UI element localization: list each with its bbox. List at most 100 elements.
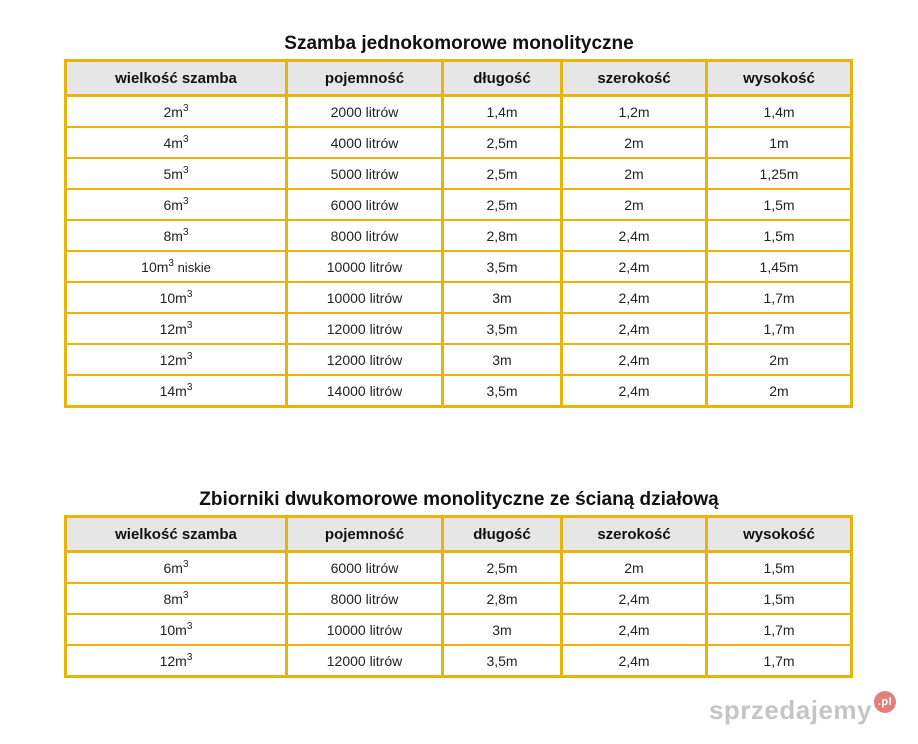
- width-cell: 1,2m: [560, 94, 708, 128]
- table-row: 4m3 4000 litrów 2,5m 2m 1m: [64, 126, 853, 159]
- size-value: 6m: [163, 559, 183, 576]
- size-cell: 6m3: [64, 550, 288, 584]
- size-cell: 8m3: [64, 219, 288, 252]
- length-cell: 2,8m: [441, 582, 563, 615]
- size-value: 14m: [159, 382, 187, 399]
- length-cell: 3,5m: [441, 312, 563, 345]
- capacity-cell: 10000 litrów: [285, 250, 444, 283]
- length-cell: 3,5m: [441, 644, 563, 678]
- length-cell: 1,4m: [441, 94, 563, 128]
- cubic-exponent: 3: [182, 133, 189, 145]
- height-cell: 1,5m: [705, 550, 853, 584]
- width-cell: 2,4m: [560, 250, 708, 283]
- capacity-cell: 5000 litrów: [285, 157, 444, 190]
- table-row: 5m3 5000 litrów 2,5m 2m 1,25m: [64, 157, 853, 190]
- length-cell: 3,5m: [441, 250, 563, 283]
- sprzedajemy-watermark-logo: sprzedajemy .pl: [709, 691, 896, 726]
- length-cell: 3m: [441, 281, 563, 314]
- size-cell: 14m3: [64, 374, 288, 408]
- capacity-cell: 8000 litrów: [285, 582, 444, 615]
- size-cell: 2m3: [64, 94, 288, 128]
- cubic-exponent: 3: [186, 381, 193, 393]
- watermark-badge: .pl: [874, 691, 896, 713]
- cubic-exponent: 3: [186, 651, 193, 663]
- column-header: wysokość: [705, 59, 853, 97]
- cubic-exponent: 3: [186, 288, 193, 300]
- length-cell: 2,5m: [441, 126, 563, 159]
- height-cell: 1,7m: [705, 312, 853, 345]
- cubic-exponent: 3: [182, 164, 189, 176]
- capacity-cell: 2000 litrów: [285, 94, 444, 128]
- capacity-cell: 10000 litrów: [285, 281, 444, 314]
- table-row: 6m3 6000 litrów 2,5m 2m 1,5m: [64, 188, 853, 221]
- width-cell: 2,4m: [560, 219, 708, 252]
- width-cell: 2,4m: [560, 281, 708, 314]
- height-cell: 1,7m: [705, 613, 853, 646]
- size-cell: 6m3: [64, 188, 288, 221]
- column-header: wielkość szamba: [64, 515, 288, 553]
- height-cell: 1,45m: [705, 250, 853, 283]
- height-cell: 1,5m: [705, 219, 853, 252]
- column-header: szerokość: [560, 515, 708, 553]
- height-cell: 1,7m: [705, 281, 853, 314]
- table1-title: Szamba jednokomorowe monolityczne: [284, 33, 634, 54]
- cubic-exponent: 3: [182, 558, 189, 570]
- height-cell: 1,25m: [705, 157, 853, 190]
- length-cell: 3,5m: [441, 374, 563, 408]
- table-row: 12m3 12000 litrów 3,5m 2,4m 1,7m: [64, 312, 853, 345]
- column-header: pojemność: [285, 59, 444, 97]
- table-header-row: wielkość szamba pojemność długość szerokość…: [64, 59, 853, 97]
- capacity-cell: 12000 litrów: [285, 644, 444, 678]
- table-row: 10m3 10000 litrów 3m 2,4m 1,7m: [64, 613, 853, 646]
- height-cell: 2m: [705, 343, 853, 376]
- width-cell: 2,4m: [560, 374, 708, 408]
- capacity-cell: 4000 litrów: [285, 126, 444, 159]
- cubic-exponent: 3: [168, 257, 174, 269]
- size-note: niskie: [173, 259, 211, 275]
- table-row: 10m3 10000 litrów 3m 2,4m 1,7m: [64, 281, 853, 314]
- table-row: 14m3 14000 litrów 3,5m 2,4m 2m: [64, 374, 853, 408]
- table-row: 12m3 12000 litrów 3,5m 2,4m 1,7m: [64, 644, 853, 678]
- cubic-exponent: 3: [182, 195, 189, 207]
- size-value: 4m: [163, 134, 183, 151]
- table-row: 8m3 8000 litrów 2,8m 2,4m 1,5m: [64, 219, 853, 252]
- table-row: 6m3 6000 litrów 2,5m 2m 1,5m: [64, 550, 853, 584]
- width-cell: 2m: [560, 188, 708, 221]
- size-cell: 12m3: [64, 312, 288, 345]
- column-header: długość: [441, 59, 563, 97]
- table-row: 10m3 niskie 10000 litrów 3,5m 2,4m 1,45m: [64, 250, 853, 283]
- size-value: 10m: [141, 258, 169, 275]
- column-header: wielkość szamba: [64, 59, 288, 97]
- capacity-cell: 14000 litrów: [285, 374, 444, 408]
- width-cell: 2,4m: [560, 582, 708, 615]
- height-cell: 2m: [705, 374, 853, 408]
- cubic-exponent: 3: [182, 589, 189, 601]
- width-cell: 2m: [560, 157, 708, 190]
- column-header: wysokość: [705, 515, 853, 553]
- size-cell: 8m3: [64, 582, 288, 615]
- size-cell: 12m3: [64, 644, 288, 678]
- size-cell: 5m3: [64, 157, 288, 190]
- size-value: 10m: [159, 621, 187, 638]
- length-cell: 2,5m: [441, 157, 563, 190]
- capacity-cell: 10000 litrów: [285, 613, 444, 646]
- width-cell: 2,4m: [560, 644, 708, 678]
- size-cell: 10m3: [64, 613, 288, 646]
- size-value: 12m: [159, 320, 187, 337]
- cubic-exponent: 3: [186, 350, 193, 362]
- length-cell: 2,5m: [441, 188, 563, 221]
- width-cell: 2m: [560, 126, 708, 159]
- size-cell: 4m3: [64, 126, 288, 159]
- column-header: długość: [441, 515, 563, 553]
- cubic-exponent: 3: [186, 319, 193, 331]
- table-row: 8m3 8000 litrów 2,8m 2,4m 1,5m: [64, 582, 853, 615]
- column-header: pojemność: [285, 515, 444, 553]
- size-value: 2m: [163, 103, 183, 120]
- table-header-row: wielkość szamba pojemność długość szerokość…: [64, 515, 853, 553]
- width-cell: 2,4m: [560, 613, 708, 646]
- size-cell: 12m3: [64, 343, 288, 376]
- cubic-exponent: 3: [182, 226, 189, 238]
- width-cell: 2,4m: [560, 343, 708, 376]
- size-value: 6m: [163, 196, 183, 213]
- size-cell: 10m3 niskie: [64, 250, 288, 283]
